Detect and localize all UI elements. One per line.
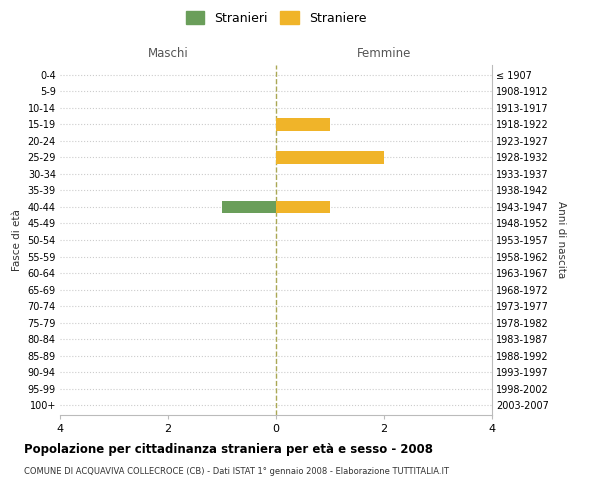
- Text: Maschi: Maschi: [148, 47, 188, 60]
- Bar: [276, 118, 330, 130]
- Text: Femmine: Femmine: [357, 47, 411, 60]
- Text: COMUNE DI ACQUAVIVA COLLECROCE (CB) - Dati ISTAT 1° gennaio 2008 - Elaborazione : COMUNE DI ACQUAVIVA COLLECROCE (CB) - Da…: [24, 468, 449, 476]
- Bar: [276, 201, 330, 213]
- Y-axis label: Anni di nascita: Anni di nascita: [556, 202, 566, 278]
- Text: Popolazione per cittadinanza straniera per età e sesso - 2008: Popolazione per cittadinanza straniera p…: [24, 442, 433, 456]
- Legend: Stranieri, Straniere: Stranieri, Straniere: [183, 8, 369, 28]
- Bar: [222, 201, 276, 213]
- Y-axis label: Fasce di età: Fasce di età: [12, 209, 22, 271]
- Bar: [276, 152, 384, 164]
